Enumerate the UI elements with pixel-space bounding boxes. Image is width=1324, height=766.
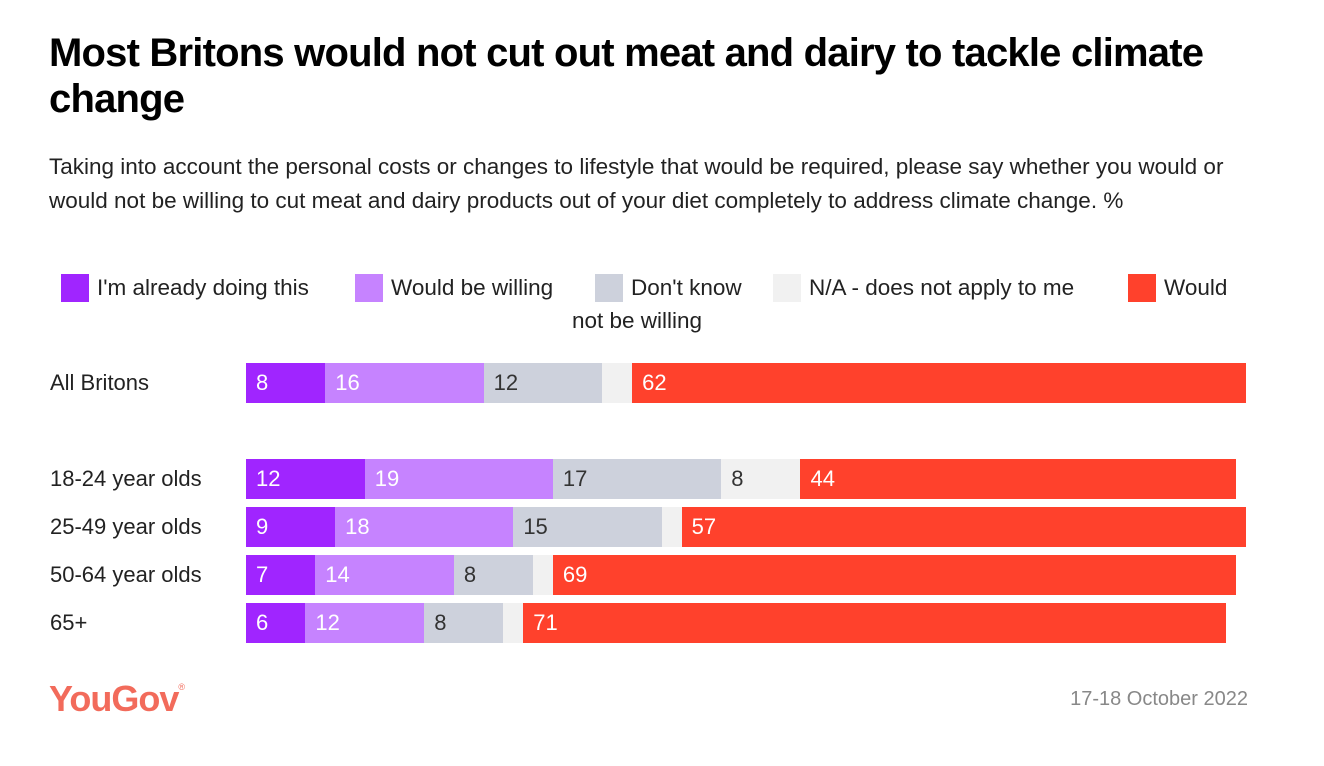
data-label: 19 <box>374 466 400 491</box>
bar-segment <box>335 507 514 547</box>
bar-segment <box>325 363 484 403</box>
bar-segment <box>424 603 504 643</box>
bar-segment <box>533 555 553 595</box>
bar-segment <box>453 555 534 595</box>
bar-segment <box>800 459 1237 499</box>
bar-segment <box>661 507 682 547</box>
category-label: 65+ <box>50 610 88 635</box>
data-label: 15 <box>523 514 548 539</box>
survey-date: 17-18 October 2022 <box>1070 688 1248 710</box>
category-label: 25-49 year olds <box>50 514 202 539</box>
legend-label: Would be willing <box>391 275 554 300</box>
legend-label-continued: not be willing <box>571 308 703 333</box>
bar-segment <box>246 507 336 547</box>
legend-item-willing: Would be willing <box>355 274 553 302</box>
legend-item-na: N/A - does not apply to me <box>773 274 1074 302</box>
data-label: 12 <box>315 610 340 635</box>
yougov-logo: YouGov® <box>49 678 185 720</box>
data-label: 57 <box>691 514 717 539</box>
legend-item-dont-know: Don't know <box>595 274 742 302</box>
legend-swatch <box>355 274 383 302</box>
category-label: All Britons <box>50 370 150 395</box>
data-label: 8 <box>434 610 447 635</box>
bar-segment <box>246 459 365 499</box>
data-label: 6 <box>256 610 269 635</box>
bar-segment <box>246 555 316 595</box>
registered-mark: ® <box>178 682 185 692</box>
data-label: 8 <box>463 562 477 587</box>
legend-swatch <box>595 274 623 302</box>
legend-swatch <box>1128 274 1156 302</box>
bar-segment <box>246 603 306 643</box>
data-label: 8 <box>256 370 269 395</box>
data-label: 44 <box>810 466 835 491</box>
chart-subtitle: Taking into account the personal costs o… <box>49 154 1224 213</box>
bar-segment <box>632 363 1246 403</box>
legend-item-already: I'm already doing this <box>61 274 309 302</box>
bar-segment <box>681 507 1246 547</box>
bar-segment <box>364 459 553 499</box>
legend-label: Would <box>1164 275 1228 300</box>
bar-segment <box>305 603 425 643</box>
data-label: 71 <box>533 610 558 635</box>
logo-text: YouGov <box>49 678 179 719</box>
data-label: 14 <box>325 562 350 587</box>
bar-segment <box>552 459 722 499</box>
data-label: 12 <box>493 370 519 395</box>
bar-segment <box>552 555 1237 595</box>
bar-segment <box>721 459 801 499</box>
bar-segment <box>513 507 662 547</box>
chart-title: Most Britons would not cut out meat and … <box>49 31 1204 121</box>
data-label: 7 <box>256 562 269 587</box>
data-label: 9 <box>256 514 269 539</box>
data-label: 17 <box>562 466 588 491</box>
legend-item-not-willing: Would <box>1128 274 1227 302</box>
data-label: 69 <box>562 562 588 587</box>
bar-segment <box>483 363 603 403</box>
legend-swatch <box>773 274 801 302</box>
legend-label: Don't know <box>631 275 742 300</box>
data-label: 62 <box>642 370 667 395</box>
legend-label: I'm already doing this <box>97 275 309 300</box>
bar-segment <box>602 363 633 403</box>
legend-swatch <box>61 274 89 302</box>
bar-segment <box>246 363 326 403</box>
data-label: 18 <box>345 514 370 539</box>
data-label: 12 <box>256 466 281 491</box>
data-label: 8 <box>731 466 744 491</box>
bar-segment <box>315 555 454 595</box>
bar-segment <box>523 603 1227 643</box>
category-label: 50-64 year olds <box>50 562 202 587</box>
bar-segment <box>503 603 524 643</box>
legend-label: N/A - does not apply to me <box>809 275 1075 300</box>
data-label: 16 <box>335 370 360 395</box>
category-label: 18-24 year olds <box>50 466 202 491</box>
